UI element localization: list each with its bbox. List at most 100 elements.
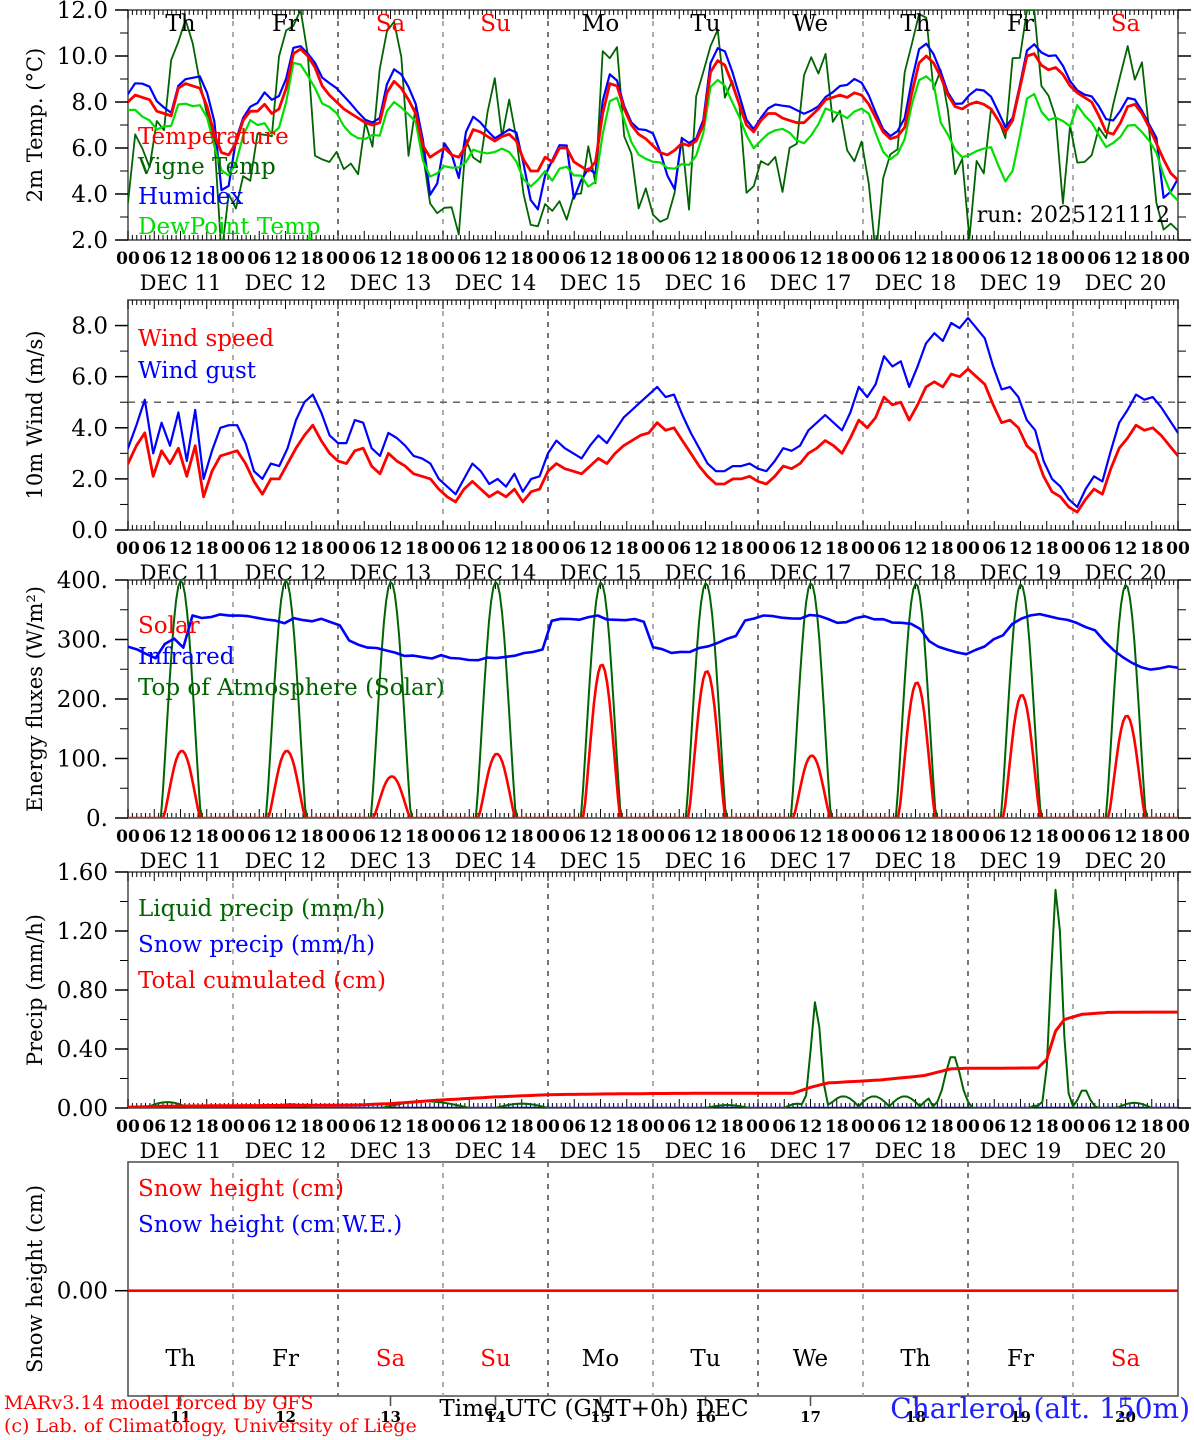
precip-y-tick-label: 1.60: [57, 860, 108, 886]
hour-tick-label: 00: [431, 249, 455, 269]
hour-tick-label: 18: [930, 827, 954, 847]
hour-tick-label: 06: [667, 249, 691, 269]
hour-tick-label: 00: [1061, 249, 1085, 269]
energy-series-infrared: [128, 612, 1178, 671]
hour-tick-label: 00: [221, 539, 245, 559]
hour-tick-label: 12: [274, 539, 298, 559]
hour-tick-label: 18: [510, 1117, 534, 1137]
hour-tick-label: 00: [956, 249, 980, 269]
hour-tick-label: 06: [247, 539, 271, 559]
hour-tick-label: 12: [1114, 249, 1138, 269]
footer-time-axis-title: Time UTC (GMT+0h) DEC: [439, 1396, 748, 1422]
energy-legend-2: Infrared: [138, 644, 235, 670]
temperature-y-tick-label: 2.0: [71, 228, 108, 254]
hour-tick-label: 18: [1035, 249, 1059, 269]
bottom-day-number: 16: [695, 1408, 716, 1426]
hour-tick-label: 00: [221, 827, 245, 847]
hour-tick-label: 00: [746, 827, 770, 847]
energy-y-tick-label: 0.: [86, 806, 108, 832]
hour-tick-label: 18: [300, 827, 324, 847]
hour-tick-label: 18: [1035, 827, 1059, 847]
hour-tick-label: 06: [352, 827, 376, 847]
energy-y-tick-label: 400.: [57, 568, 108, 594]
hour-tick-label: 00: [641, 249, 665, 269]
day-axis-label: DEC 12: [245, 1139, 327, 1163]
temperature-series-dewpoint: [128, 61, 1178, 202]
hour-tick-label: 12: [484, 827, 508, 847]
snow-legend-1: Snow height (cm): [138, 1176, 344, 1202]
precip-y-tick-label: 1.20: [57, 919, 108, 945]
hour-tick-label: 12: [904, 539, 928, 559]
hour-tick-label: 06: [982, 1117, 1006, 1137]
hour-tick-label: 18: [615, 827, 639, 847]
hour-tick-label: 00: [116, 1117, 140, 1137]
hour-tick-label: 12: [379, 827, 403, 847]
hour-tick-label: 00: [1061, 1117, 1085, 1137]
hour-tick-label: 00: [746, 539, 770, 559]
hour-tick-label: 06: [562, 1117, 586, 1137]
hour-tick-label: 12: [694, 539, 718, 559]
hour-tick-label: 00: [956, 539, 980, 559]
bottom-day-number: 12: [275, 1408, 296, 1426]
hour-tick-label: 12: [169, 1117, 193, 1137]
temperature-y-tick-label: 8.0: [71, 90, 108, 116]
bottom-day-number: 13: [380, 1408, 401, 1426]
precip-legend-3: Total cumulated (cm): [138, 968, 386, 994]
hour-tick-label: 18: [195, 539, 219, 559]
wind-y-tick-label: 8.0: [71, 314, 108, 340]
temperature-legend-3: Humidex: [138, 184, 243, 210]
hour-tick-label: 12: [1009, 1117, 1033, 1137]
hour-tick-label: 18: [1140, 539, 1164, 559]
day-name-su-3: Su: [480, 11, 511, 37]
energy-y-axis-label: Energy fluxes (W/m²): [23, 586, 47, 812]
hour-tick-label: 06: [667, 827, 691, 847]
bottom-day-number: 14: [485, 1408, 506, 1426]
hour-tick-label: 12: [799, 1117, 823, 1137]
day-axis-label: DEC 13: [350, 271, 432, 295]
hour-tick-label: 00: [746, 249, 770, 269]
hour-tick-label: 12: [799, 539, 823, 559]
hour-tick-label: 18: [720, 827, 744, 847]
hour-tick-label: 12: [904, 827, 928, 847]
bottom-day-number: 18: [905, 1408, 926, 1426]
hour-tick-label: 12: [589, 1117, 613, 1137]
hour-tick-label: 18: [195, 827, 219, 847]
hour-tick-label: 06: [772, 539, 796, 559]
hour-tick-label: 12: [274, 249, 298, 269]
hour-tick-label: 18: [195, 249, 219, 269]
hour-tick-label: 06: [1087, 1117, 1111, 1137]
day-axis-label: DEC 14: [455, 1139, 537, 1163]
hour-tick-label: 18: [930, 249, 954, 269]
hour-tick-label: 00: [956, 1117, 980, 1137]
day-name-th-7: Th: [900, 1346, 930, 1372]
day-name-fr-1: Fr: [272, 11, 299, 37]
hour-tick-label: 06: [982, 827, 1006, 847]
hour-tick-label: 18: [405, 827, 429, 847]
hour-tick-label: 18: [405, 249, 429, 269]
day-axis-label: DEC 11: [140, 849, 222, 873]
temperature-y-tick-label: 10.0: [57, 44, 108, 70]
hour-tick-label: 00: [326, 1117, 350, 1137]
day-axis-label: DEC 19: [980, 271, 1062, 295]
hour-tick-label: 18: [615, 539, 639, 559]
hour-tick-label: 12: [379, 1117, 403, 1137]
precip-legend-1: Liquid precip (mm/h): [138, 896, 385, 922]
hour-tick-label: 12: [169, 249, 193, 269]
hour-tick-label: 18: [1035, 539, 1059, 559]
hour-tick-label: 06: [142, 539, 166, 559]
day-axis-label: DEC 13: [350, 1139, 432, 1163]
hour-tick-label: 18: [300, 539, 324, 559]
hour-tick-label: 12: [1114, 1117, 1138, 1137]
bottom-day-number: 15: [590, 1408, 611, 1426]
hour-tick-label: 12: [589, 249, 613, 269]
hour-tick-label: 00: [851, 1117, 875, 1137]
hour-tick-label: 00: [116, 249, 140, 269]
day-axis-label: DEC 16: [665, 1139, 747, 1163]
hour-tick-label: 18: [720, 1117, 744, 1137]
day-axis-label: DEC 12: [245, 849, 327, 873]
hour-tick-label: 18: [300, 249, 324, 269]
hour-tick-label: 06: [352, 1117, 376, 1137]
hour-tick-label: 06: [352, 539, 376, 559]
precip-y-axis-label: Precip (mm/h): [23, 914, 47, 1066]
